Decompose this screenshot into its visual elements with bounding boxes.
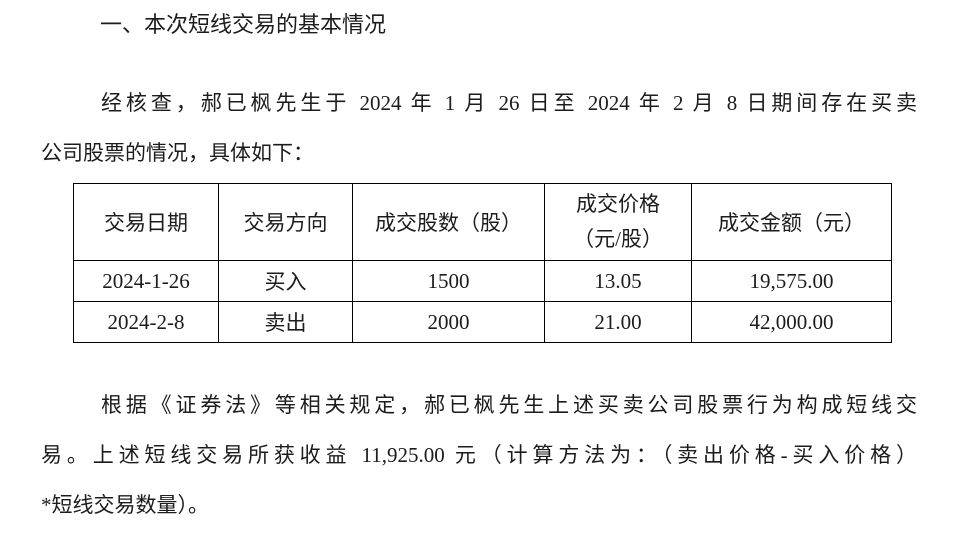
cell-date-buy: 2024-1-26 (73, 260, 219, 302)
table-row-buy: 2024-1-26 买入 1500 13.05 19,575.00 (73, 260, 892, 302)
cell-price-sell: 21.00 (544, 301, 692, 343)
conclusion-paragraph-line-1: 根据《证券法》等相关规定，郝已枫先生上述买卖公司股票行为构成短线交 (101, 393, 917, 417)
trades-table-container: 交易日期 交易方向 成交股数（股） 成交价格 （元/股） 成交金额（元） 202… (73, 183, 892, 343)
trades-table: 交易日期 交易方向 成交股数（股） 成交价格 （元/股） 成交金额（元） 202… (73, 183, 892, 343)
intro-paragraph-line-2: 公司股票的情况，具体如下： (41, 141, 314, 165)
cell-price-buy: 13.05 (544, 260, 692, 302)
header-trade-amount: 成交金额（元） (691, 183, 892, 261)
cell-shares-sell: 2000 (352, 301, 545, 343)
cell-amount-sell: 42,000.00 (691, 301, 892, 343)
section-heading: 一、本次短线交易的基本情况 (100, 12, 387, 37)
cell-direction-sell: 卖出 (218, 301, 353, 343)
cell-date-sell: 2024-2-8 (73, 301, 219, 343)
table-row-sell: 2024-2-8 卖出 2000 21.00 42,000.00 (73, 301, 892, 343)
header-trade-direction: 交易方向 (218, 183, 353, 261)
intro-paragraph: 经核查，郝已枫先生于 2024 年 1 月 26 日至 2024 年 2 月 8… (41, 78, 917, 178)
conclusion-paragraph-line-2: 易。上述短线交易所获收益 11,925.00 元（计算方法为：（卖出价格-买入价… (41, 443, 917, 467)
cell-direction-buy: 买入 (218, 260, 353, 302)
cell-shares-buy: 1500 (352, 260, 545, 302)
header-trade-price: 成交价格 （元/股） (544, 183, 692, 261)
header-trade-date: 交易日期 (73, 183, 219, 261)
table-header-row: 交易日期 交易方向 成交股数（股） 成交价格 （元/股） 成交金额（元） (73, 183, 892, 261)
header-shares-traded: 成交股数（股） (352, 183, 545, 261)
conclusion-paragraph: 根据《证券法》等相关规定，郝已枫先生上述买卖公司股票行为构成短线交 易。上述短线… (41, 380, 917, 530)
conclusion-paragraph-line-3: *短线交易数量）。 (41, 493, 209, 517)
cell-amount-buy: 19,575.00 (691, 260, 892, 302)
intro-paragraph-line-1: 经核查，郝已枫先生于 2024 年 1 月 26 日至 2024 年 2 月 8… (101, 91, 917, 115)
